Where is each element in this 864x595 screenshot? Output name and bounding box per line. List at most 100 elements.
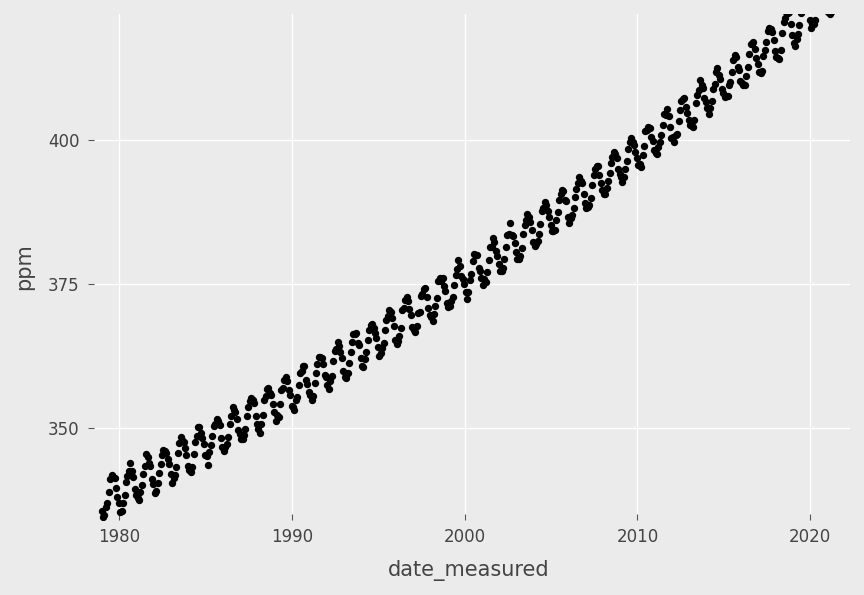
Point (283, 390, 297, 400)
Point (492, 259, 505, 269)
Point (238, 424, 252, 434)
Point (138, 461, 152, 471)
Point (394, 323, 408, 333)
Point (241, 402, 255, 412)
Point (277, 375, 291, 385)
Point (515, 243, 529, 253)
Point (576, 189, 590, 198)
Point (182, 465, 196, 474)
Point (554, 189, 568, 199)
Point (141, 452, 155, 462)
Point (729, 52, 743, 62)
Point (295, 367, 308, 376)
Point (461, 294, 474, 303)
Point (444, 296, 458, 306)
Point (800, 0, 814, 9)
Point (404, 311, 418, 320)
Point (669, 130, 683, 140)
Point (117, 499, 130, 508)
Point (504, 218, 518, 228)
Point (269, 416, 283, 425)
Point (398, 295, 412, 304)
Point (322, 384, 336, 394)
Point (699, 97, 713, 107)
Point (486, 233, 500, 242)
Point (401, 296, 415, 305)
Point (545, 226, 559, 236)
Point (617, 173, 631, 182)
Point (414, 292, 428, 301)
Point (602, 168, 616, 178)
Point (568, 193, 581, 202)
Point (407, 325, 421, 335)
Point (541, 206, 555, 216)
Point (280, 376, 294, 386)
Point (270, 411, 284, 420)
Point (383, 305, 397, 315)
Point (647, 145, 661, 155)
Point (643, 123, 657, 133)
Point (143, 458, 156, 468)
Point (595, 185, 609, 195)
Point (254, 419, 268, 429)
Point (232, 425, 245, 435)
Point (448, 280, 461, 290)
Point (132, 496, 146, 505)
Point (263, 389, 276, 398)
Point (305, 396, 319, 405)
Point (811, 0, 825, 4)
Point (528, 242, 542, 251)
Point (191, 422, 205, 432)
Point (686, 122, 700, 131)
Point (770, 52, 784, 61)
Point (664, 133, 678, 143)
Point (362, 325, 376, 335)
Point (721, 92, 734, 101)
Point (121, 471, 135, 480)
Point (624, 133, 638, 143)
Point (301, 379, 314, 389)
Point (658, 109, 672, 119)
Point (161, 455, 175, 464)
Point (318, 371, 332, 380)
Point (582, 201, 596, 210)
Point (289, 395, 302, 405)
Point (359, 347, 373, 357)
Point (353, 340, 366, 350)
Point (628, 148, 642, 157)
Point (454, 271, 468, 281)
Point (679, 102, 693, 112)
Point (410, 321, 423, 331)
Point (710, 63, 724, 73)
Point (601, 177, 615, 186)
Point (580, 203, 594, 212)
Point (801, 4, 815, 13)
Point (256, 411, 270, 420)
Point (619, 164, 632, 173)
Point (197, 439, 211, 448)
Point (667, 137, 681, 146)
Point (130, 490, 143, 500)
Point (469, 250, 483, 259)
Point (400, 293, 414, 302)
Point (130, 493, 144, 503)
Point (364, 320, 378, 330)
Point (219, 443, 232, 452)
Point (375, 343, 389, 353)
Point (677, 93, 691, 102)
Point (606, 152, 619, 162)
Point (725, 67, 739, 77)
Point (167, 473, 181, 483)
Point (534, 219, 548, 228)
Point (106, 472, 120, 481)
Point (111, 492, 124, 502)
Point (600, 183, 613, 193)
Point (371, 343, 384, 352)
Point (715, 84, 728, 94)
Point (766, 27, 779, 37)
Point (169, 462, 183, 471)
Point (673, 105, 687, 114)
Point (779, 7, 793, 17)
Point (276, 383, 289, 393)
Point (461, 287, 475, 297)
